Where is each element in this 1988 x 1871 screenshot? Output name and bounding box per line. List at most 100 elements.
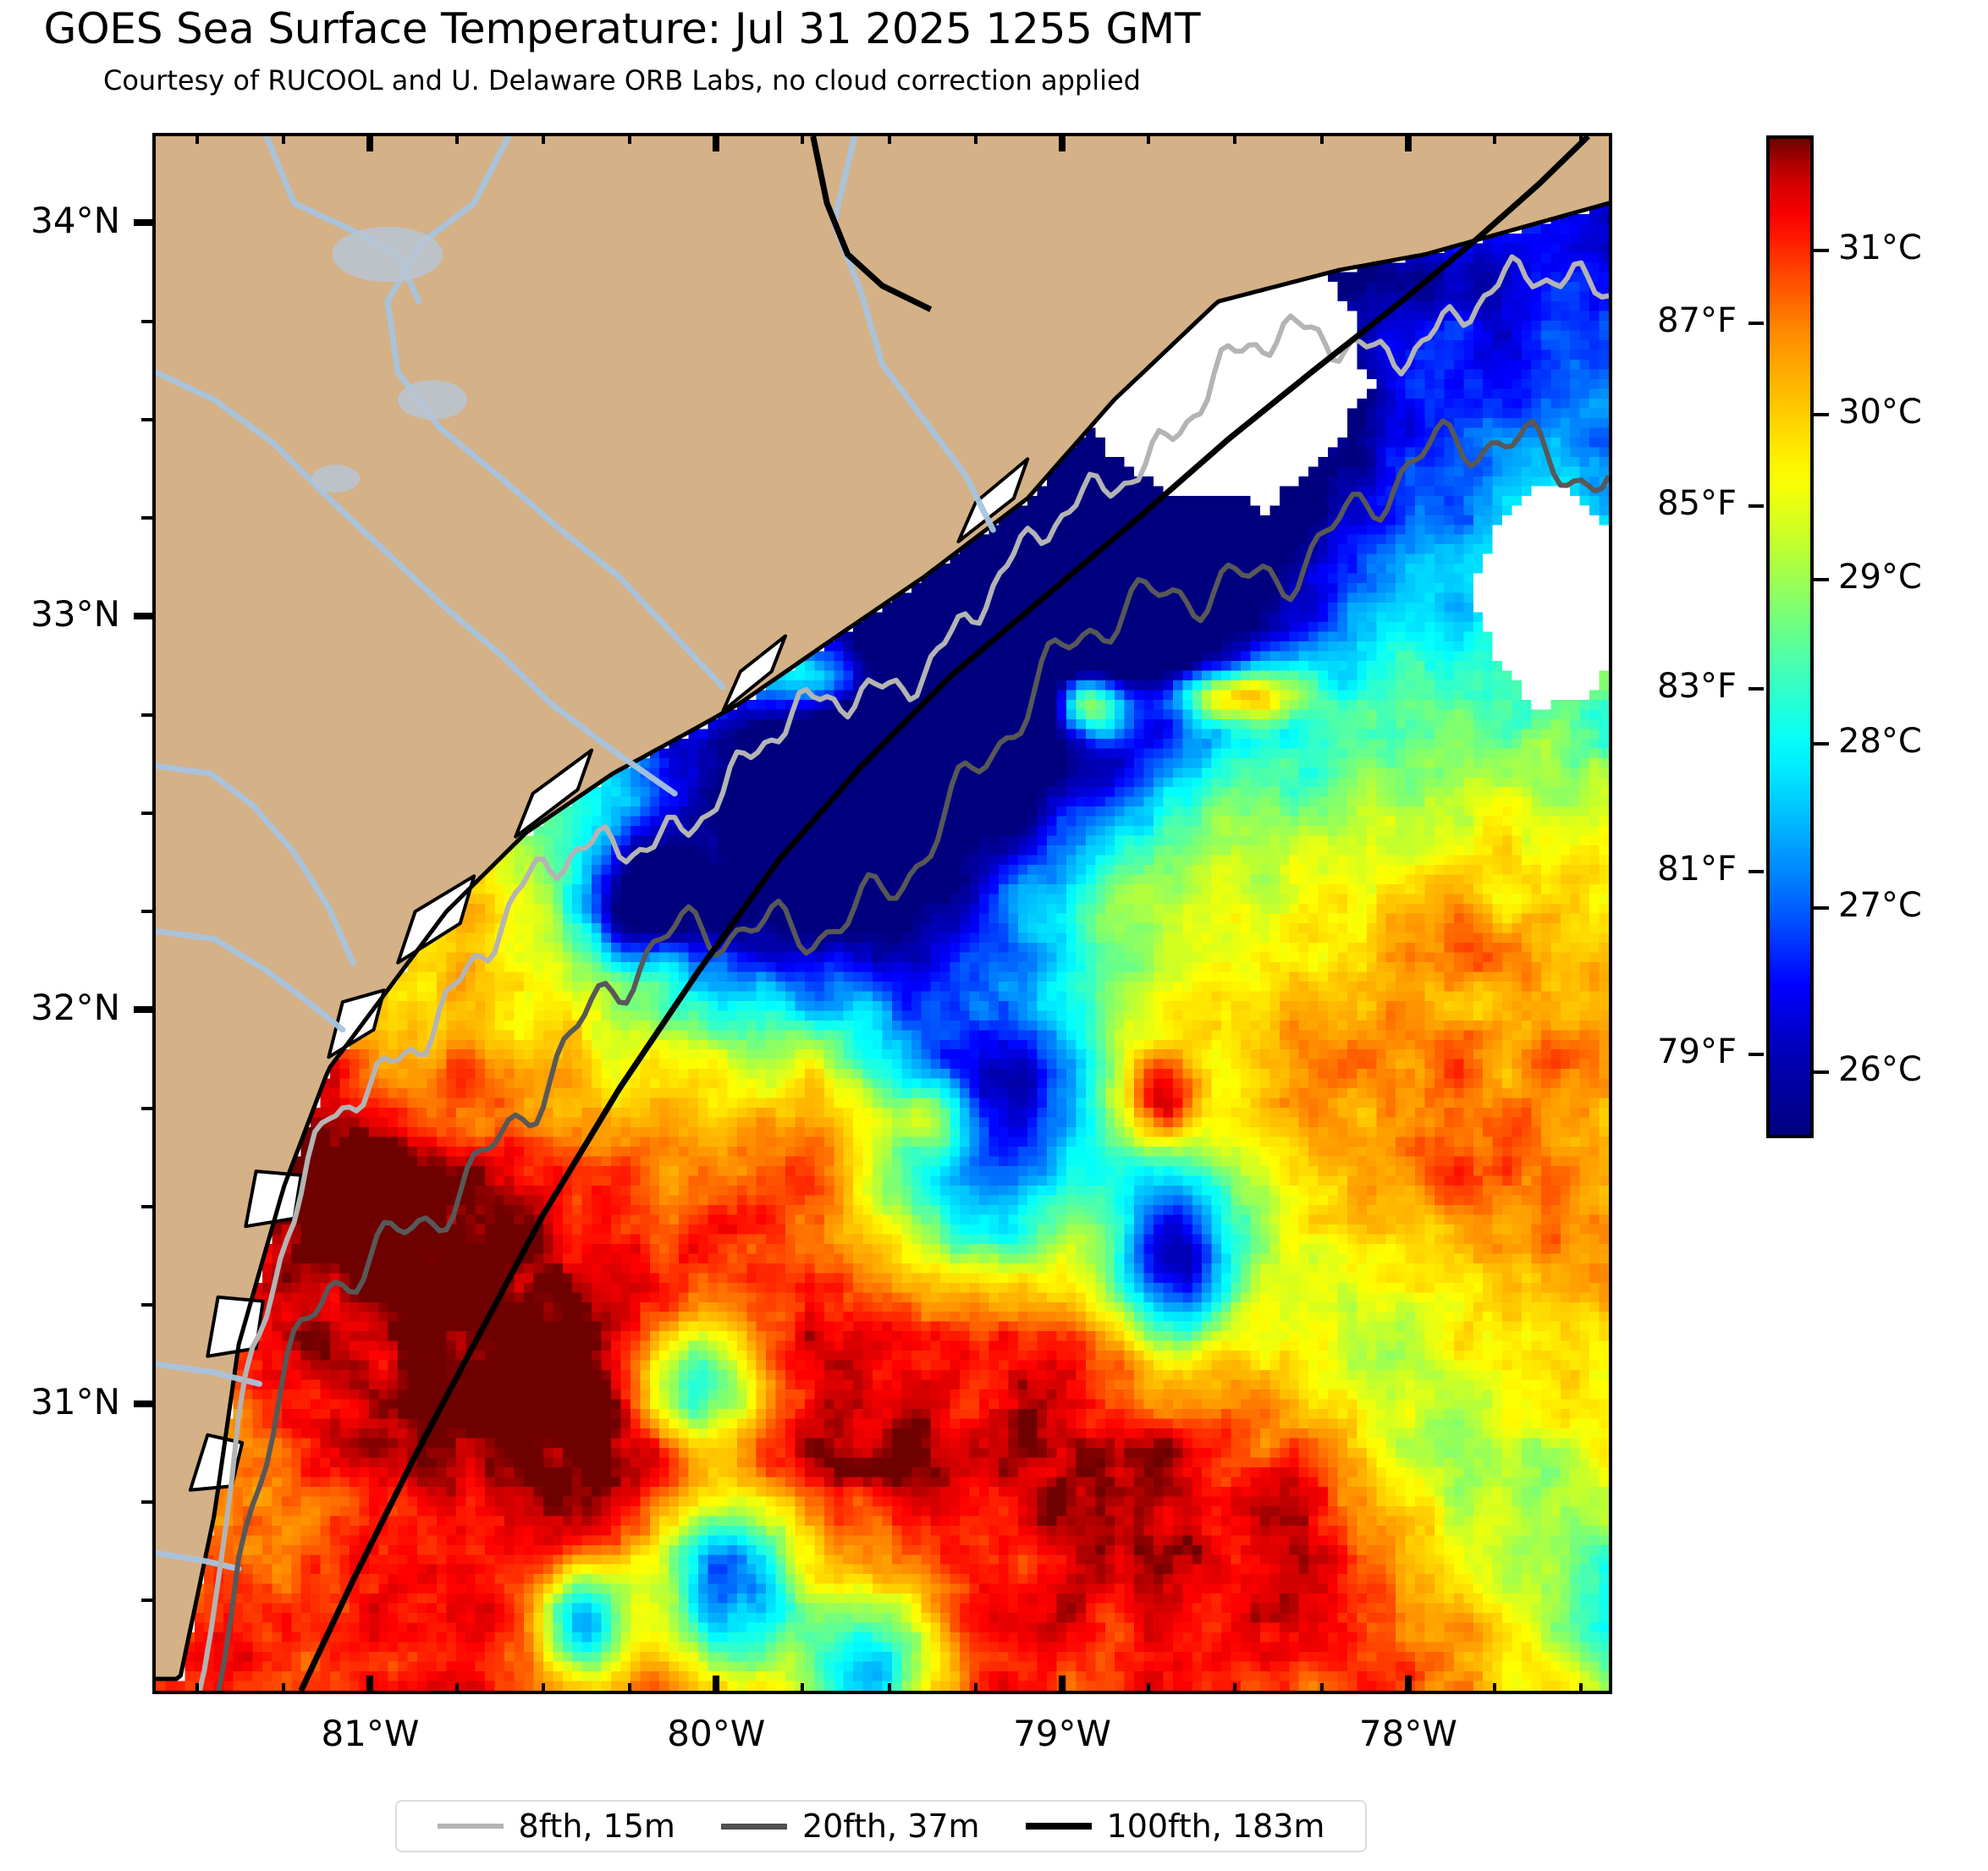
sst-colorbar[interactable] [1766, 135, 1814, 1138]
colorbar-label-fahrenheit: 87°F [1657, 301, 1737, 341]
x-major-tick-top [1059, 133, 1066, 151]
y-minor-tick [141, 319, 152, 323]
lake [332, 226, 443, 283]
colorbar-tick-fahrenheit [1748, 869, 1764, 873]
x-minor-tick-top [541, 133, 545, 144]
estuary-inlet [514, 748, 594, 839]
x-minor-tick-top [1233, 133, 1237, 144]
colorbar-label-celsius: 26°C [1838, 1050, 1922, 1090]
x-minor-tick-top [887, 133, 891, 144]
x-minor-tick [973, 1683, 977, 1694]
estuary-inlet [956, 457, 1030, 543]
lake [311, 465, 361, 493]
legend-item: 8fth, 15m [437, 1808, 675, 1845]
estuary-inlet [327, 988, 386, 1059]
x-minor-tick-top [454, 133, 459, 144]
x-minor-tick-top [973, 133, 977, 144]
x-minor-tick-top [1579, 133, 1583, 144]
colorbar-tick-fahrenheit [1748, 504, 1764, 509]
x-minor-tick-top [1319, 133, 1324, 144]
y-major-tick [134, 1006, 152, 1014]
legend-item: 20fth, 37m [720, 1808, 980, 1845]
x-major-tick [366, 1676, 374, 1694]
x-axis-tick-label: 81°W [321, 1713, 420, 1754]
x-minor-tick [195, 1683, 200, 1694]
x-minor-tick [1233, 1683, 1237, 1694]
x-minor-tick-top [1493, 133, 1497, 144]
y-axis-tick-label: 31°N [30, 1380, 120, 1423]
y-major-tick [134, 1400, 152, 1407]
legend-swatch-20fth [720, 1823, 787, 1830]
y-minor-tick [141, 1106, 152, 1110]
x-minor-tick [628, 1683, 632, 1694]
estuary-inlet [396, 874, 476, 965]
colorbar-tick-celsius [1814, 413, 1829, 417]
x-major-tick [1404, 1676, 1412, 1694]
x-minor-tick [1319, 1683, 1324, 1694]
coastline [156, 201, 1609, 1681]
y-minor-tick [141, 417, 152, 421]
y-minor-tick [141, 811, 152, 815]
colorbar-label-celsius: 29°C [1838, 557, 1922, 597]
x-minor-tick-top [1147, 133, 1151, 144]
legend-label-20fth: 20fth, 37m [801, 1808, 980, 1845]
x-major-tick-top [713, 133, 720, 151]
bathymetry-100fth [298, 136, 1590, 1691]
x-major-tick [713, 1676, 720, 1694]
x-minor-tick [1493, 1683, 1497, 1694]
page-subtitle: Courtesy of RUCOOL and U. Delaware ORB L… [103, 64, 1141, 96]
x-minor-tick-top [195, 133, 200, 144]
x-minor-tick-top [801, 133, 805, 144]
river-line [156, 1549, 242, 1572]
y-major-tick [134, 219, 152, 227]
y-axis-tick-label: 34°N [30, 200, 120, 242]
y-minor-tick [141, 1303, 152, 1307]
colorbar-label-celsius: 30°C [1838, 393, 1922, 432]
x-major-tick-top [1404, 133, 1412, 151]
lake [398, 380, 467, 420]
x-axis-tick-label: 79°W [1013, 1713, 1112, 1754]
sst-map-axes[interactable] [152, 133, 1612, 1694]
page-title: GOES Sea Surface Temperature: Jul 31 202… [43, 4, 1201, 53]
bathymetry-legend: 8fth, 15m 20fth, 37m 100fth, 183m [395, 1800, 1367, 1852]
x-minor-tick [1579, 1683, 1583, 1694]
estuary-inlet [721, 634, 787, 713]
river-line [384, 136, 726, 691]
x-major-tick-top [366, 133, 374, 151]
bathymetry-8fth [196, 254, 1609, 1691]
y-axis-tick-label: 33°N [30, 593, 120, 636]
colorbar-tick-fahrenheit [1748, 322, 1764, 326]
y-minor-tick [141, 1204, 152, 1208]
sst-raster [156, 204, 1609, 1691]
x-minor-tick [454, 1683, 459, 1694]
river-line [156, 927, 346, 1033]
y-minor-tick [141, 1599, 152, 1603]
colorbar-label-fahrenheit: 85°F [1657, 484, 1737, 524]
colorbar-tick-celsius [1814, 248, 1829, 252]
sst-map-canvas [156, 136, 1609, 1691]
y-minor-tick [141, 713, 152, 717]
colorbar-label-fahrenheit: 79°F [1657, 1032, 1737, 1071]
y-minor-tick [141, 1500, 152, 1504]
bathymetry-100fth-branch [810, 136, 933, 312]
x-minor-tick-top [282, 133, 286, 144]
x-major-tick [1059, 1676, 1066, 1694]
legend-swatch-100fth [1025, 1823, 1092, 1830]
colorbar-tick-fahrenheit [1748, 1052, 1764, 1056]
y-major-tick [134, 613, 152, 620]
river-line [156, 762, 356, 966]
y-axis-tick-label: 32°N [30, 987, 120, 1029]
land-polygon [156, 136, 1609, 1679]
y-minor-tick [141, 516, 152, 520]
x-minor-tick [801, 1683, 805, 1694]
x-minor-tick [887, 1683, 891, 1694]
colorbar-tick-celsius [1814, 741, 1829, 746]
bathymetry-20fth [216, 418, 1609, 1691]
x-axis-tick-label: 80°W [667, 1713, 766, 1754]
legend-item: 100fth, 183m [1025, 1808, 1324, 1845]
legend-swatch-8fth [437, 1824, 504, 1829]
colorbar-label-fahrenheit: 83°F [1657, 667, 1737, 707]
colorbar-label-celsius: 27°C [1838, 886, 1922, 926]
y-minor-tick [141, 910, 152, 914]
colorbar-label-celsius: 28°C [1838, 721, 1922, 761]
